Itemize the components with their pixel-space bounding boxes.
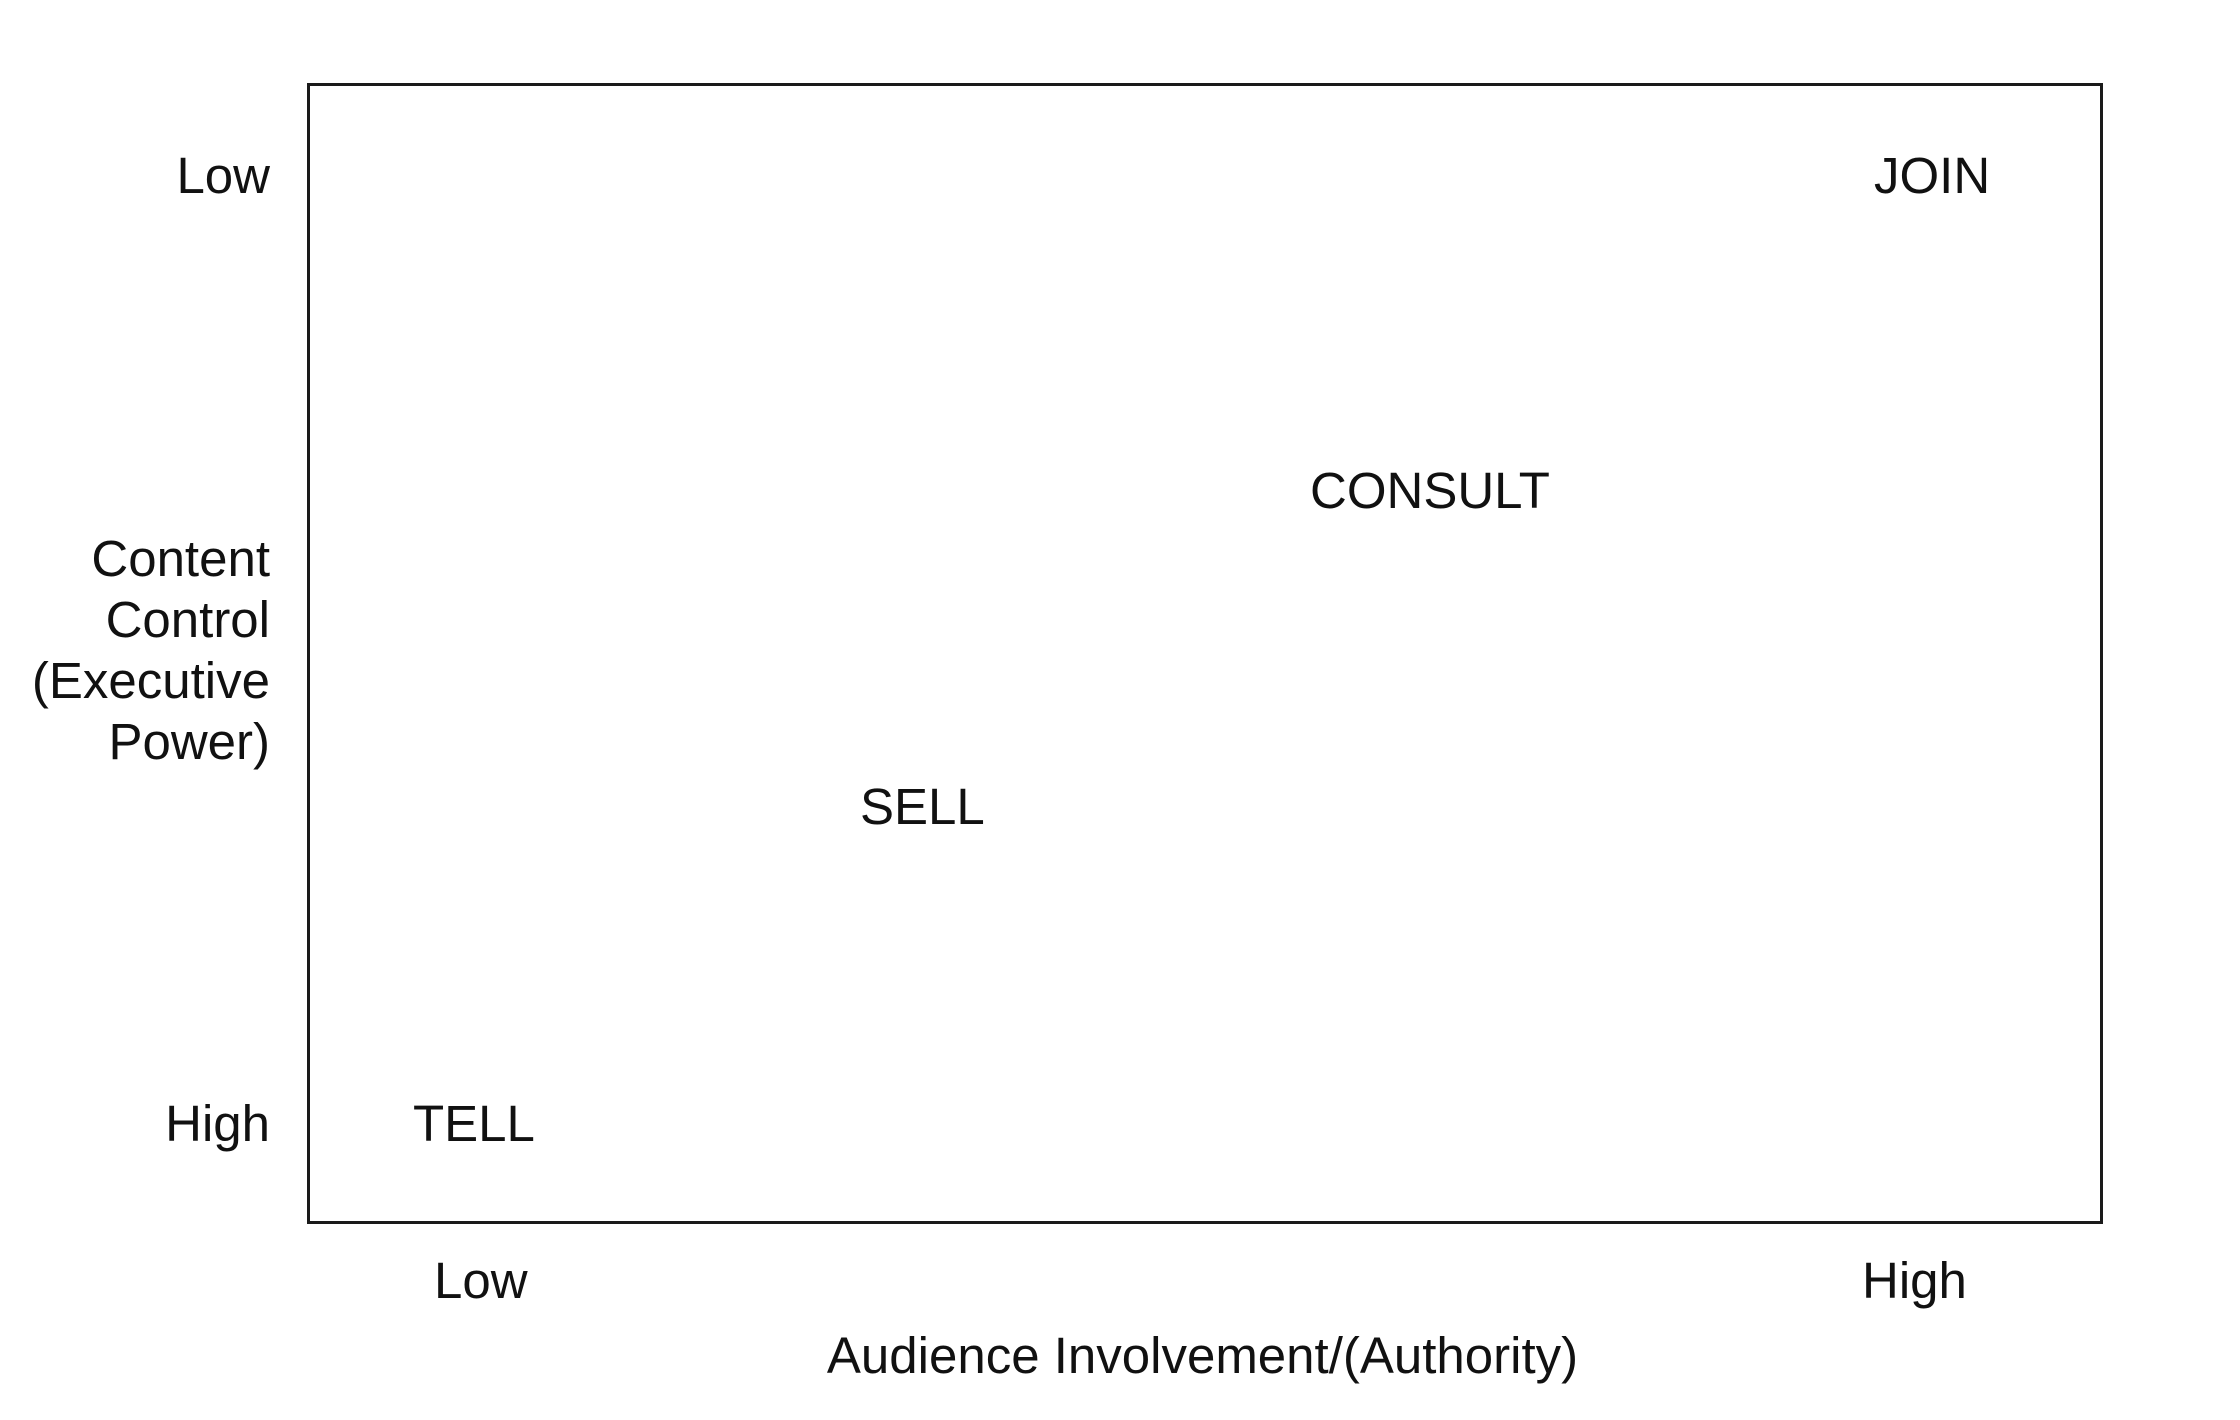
item-join: JOIN [1874,147,1991,204]
x-axis-high-label: High [1862,1252,1967,1309]
y-axis-high-label: High [165,1095,270,1152]
x-axis-title: Audience Involvement/(Authority) [826,1327,1579,1384]
y-axis-title: Content Control (Executive Power) [31,530,270,770]
diagram-frame [307,83,2103,1224]
x-axis-low-label: Low [434,1252,528,1309]
item-sell: SELL [860,778,985,835]
y-axis-low-label: Low [176,147,270,204]
item-tell: TELL [413,1095,535,1152]
item-consult: CONSULT [1310,462,1550,519]
